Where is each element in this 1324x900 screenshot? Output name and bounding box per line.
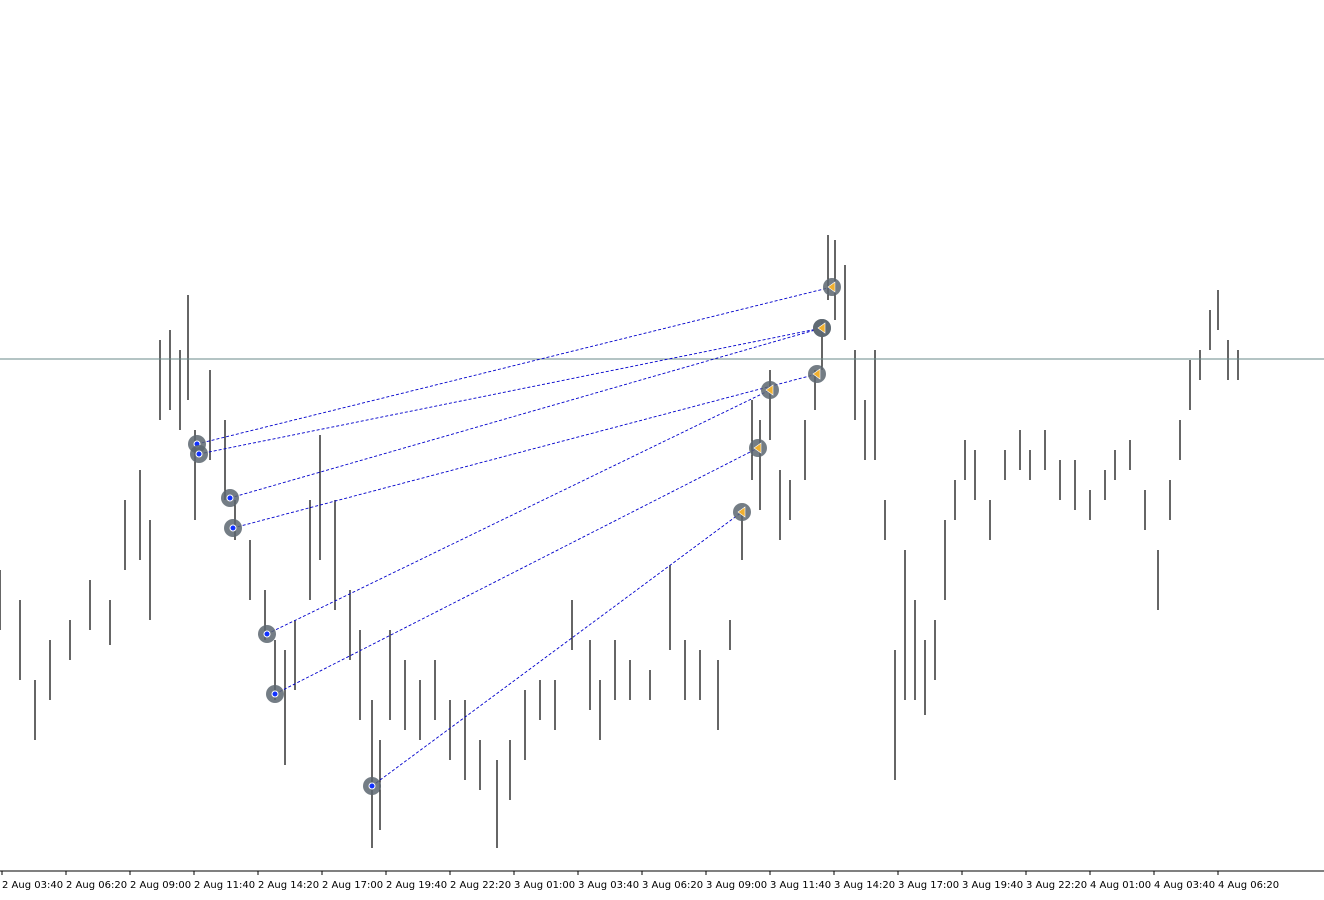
trade-open-dot <box>226 494 234 502</box>
trade-line <box>274 447 759 695</box>
trade-line <box>196 286 833 445</box>
x-tick-label: 2 Aug 14:20 <box>258 880 319 891</box>
trade-line <box>266 389 771 635</box>
trade-close-arrow <box>817 322 826 334</box>
trade-open-dot <box>263 630 271 638</box>
x-tick-label: 4 Aug 06:20 <box>1218 880 1279 891</box>
trade-line <box>229 327 823 499</box>
trade-line <box>198 327 823 455</box>
x-tick-label: 2 Aug 11:40 <box>194 880 255 891</box>
x-tick-label: 3 Aug 22:20 <box>1026 880 1087 891</box>
trade-close-arrow <box>737 506 746 518</box>
x-tick-label: 3 Aug 03:40 <box>578 880 639 891</box>
trade-close-arrow <box>765 384 774 396</box>
trade-line <box>232 373 818 529</box>
x-tick-label: 3 Aug 11:40 <box>770 880 831 891</box>
trade-close-arrow <box>812 368 821 380</box>
x-tick-label: 2 Aug 19:40 <box>386 880 447 891</box>
x-tick-label: 2 Aug 03:40 <box>2 880 63 891</box>
x-tick-label: 2 Aug 22:20 <box>450 880 511 891</box>
trade-open-dot <box>368 782 376 790</box>
x-tick-label: 3 Aug 06:20 <box>642 880 703 891</box>
x-tick-label: 2 Aug 09:00 <box>130 880 191 891</box>
x-tick-label: 3 Aug 14:20 <box>834 880 895 891</box>
x-tick-label: 3 Aug 17:00 <box>898 880 959 891</box>
x-tick-label: 3 Aug 19:40 <box>962 880 1023 891</box>
x-tick-label: 2 Aug 17:00 <box>322 880 383 891</box>
x-tick-label: 4 Aug 01:00 <box>1090 880 1151 891</box>
x-tick-label: 3 Aug 01:00 <box>514 880 575 891</box>
trade-close-arrow <box>753 442 762 454</box>
x-tick-label: 3 Aug 09:00 <box>706 880 767 891</box>
trade-open-dot <box>271 690 279 698</box>
trade-line <box>371 511 743 787</box>
trade-open-dot <box>229 524 237 532</box>
x-tick-label: 4 Aug 03:40 <box>1154 880 1215 891</box>
trade-open-dot <box>195 450 203 458</box>
trade-close-arrow <box>827 281 836 293</box>
x-tick-label: 2 Aug 06:20 <box>66 880 127 891</box>
